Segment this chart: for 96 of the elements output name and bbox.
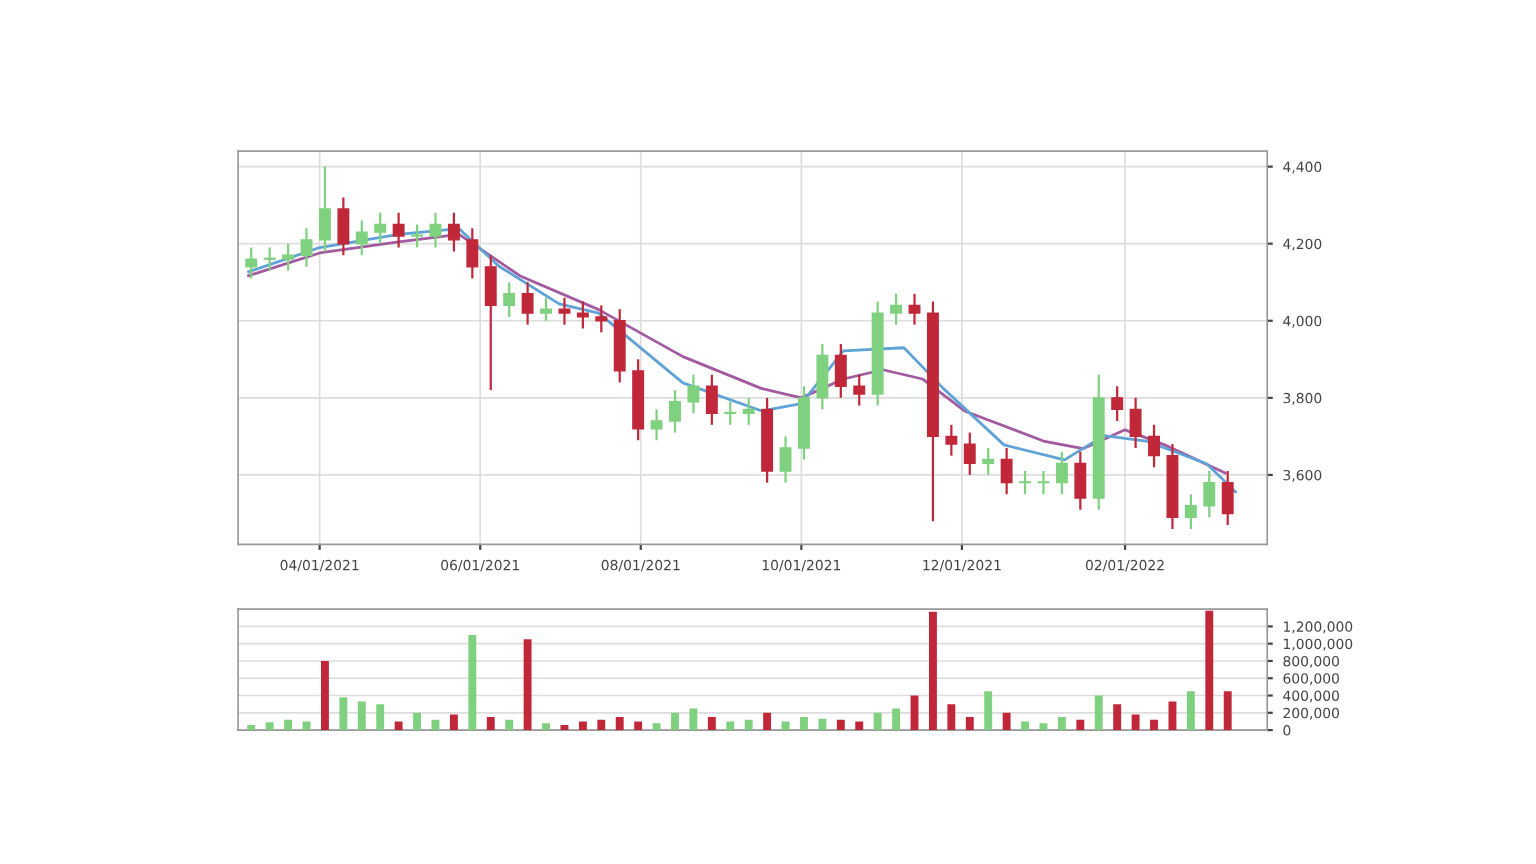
bar bbox=[1113, 704, 1122, 731]
bar bbox=[468, 635, 477, 731]
candlestick bbox=[834, 342, 847, 399]
candlestick bbox=[742, 396, 755, 426]
bar bbox=[1094, 695, 1103, 731]
bar bbox=[1205, 610, 1214, 731]
candlestick bbox=[724, 400, 737, 426]
candlestick bbox=[484, 254, 497, 392]
candlestick bbox=[300, 227, 313, 268]
candlestick bbox=[853, 373, 866, 407]
bar bbox=[357, 701, 366, 731]
candlestick bbox=[1019, 469, 1032, 496]
candlestick bbox=[1037, 469, 1050, 496]
candlestick bbox=[669, 389, 681, 434]
candlestick bbox=[263, 246, 276, 272]
bar bbox=[873, 712, 882, 731]
bar bbox=[449, 714, 458, 731]
bar bbox=[634, 721, 643, 731]
bar bbox=[1186, 691, 1195, 731]
candlestick bbox=[392, 211, 405, 249]
candlestick bbox=[318, 165, 331, 253]
bar bbox=[523, 639, 532, 731]
bar bbox=[339, 697, 348, 731]
bar bbox=[781, 721, 790, 731]
bar bbox=[615, 717, 624, 731]
candlestick bbox=[945, 423, 958, 457]
candlestick bbox=[245, 246, 258, 280]
candlestick bbox=[1221, 469, 1234, 527]
bar bbox=[505, 719, 514, 731]
bar bbox=[726, 721, 735, 731]
candlestick bbox=[429, 211, 442, 249]
candlestick bbox=[890, 292, 903, 326]
candlestick bbox=[1184, 493, 1197, 531]
candlestick bbox=[705, 373, 718, 426]
bar bbox=[744, 719, 753, 731]
candlestick bbox=[1129, 396, 1142, 450]
bar bbox=[671, 712, 679, 731]
candlestick bbox=[521, 281, 534, 326]
candlestick bbox=[576, 300, 589, 330]
candlestick bbox=[466, 227, 479, 280]
bar bbox=[947, 704, 956, 731]
candlestick bbox=[982, 446, 995, 477]
candlestick bbox=[374, 211, 387, 245]
candlestick bbox=[650, 408, 663, 442]
candlestick bbox=[411, 223, 424, 249]
candlestick bbox=[540, 296, 552, 322]
bar bbox=[247, 724, 256, 731]
candlestick bbox=[503, 281, 516, 319]
candlestick bbox=[447, 211, 460, 253]
bar bbox=[265, 722, 274, 731]
candlestick bbox=[1055, 450, 1068, 496]
candlestick bbox=[282, 242, 295, 272]
bar bbox=[394, 721, 403, 731]
bar bbox=[763, 712, 772, 731]
bar bbox=[1076, 719, 1085, 731]
bar bbox=[836, 719, 845, 731]
candlestick bbox=[337, 196, 350, 257]
candlestick bbox=[963, 431, 976, 477]
bar bbox=[1150, 719, 1158, 731]
bar bbox=[1002, 712, 1011, 731]
bar bbox=[284, 719, 293, 731]
candlestick bbox=[908, 292, 921, 326]
candlestick bbox=[1111, 385, 1124, 423]
candlestick bbox=[1074, 450, 1087, 511]
bar bbox=[302, 721, 311, 731]
candlestick bbox=[1000, 446, 1013, 496]
bar bbox=[818, 718, 827, 731]
bar bbox=[928, 611, 937, 731]
bar bbox=[1168, 701, 1177, 731]
candlestick bbox=[1148, 423, 1160, 469]
bar bbox=[652, 723, 661, 731]
candlestick bbox=[355, 219, 368, 257]
candlestick bbox=[595, 304, 608, 334]
bar bbox=[578, 721, 587, 731]
bar bbox=[320, 660, 329, 731]
candlestick bbox=[1203, 469, 1216, 519]
bar bbox=[1057, 717, 1066, 731]
bar bbox=[542, 723, 550, 731]
candlestick bbox=[687, 373, 700, 415]
bar bbox=[965, 717, 974, 731]
bar bbox=[376, 704, 385, 731]
bar bbox=[892, 708, 901, 731]
candlestick bbox=[816, 342, 829, 411]
bar bbox=[800, 717, 808, 731]
bar bbox=[984, 691, 993, 731]
bar bbox=[1223, 691, 1232, 731]
bar bbox=[707, 717, 716, 731]
bar bbox=[689, 708, 698, 731]
bar bbox=[855, 721, 864, 731]
bar bbox=[413, 712, 422, 731]
bar bbox=[486, 717, 495, 731]
candlestick bbox=[558, 296, 571, 326]
bar bbox=[1021, 721, 1029, 731]
bar bbox=[1131, 714, 1140, 731]
candlestick bbox=[779, 435, 792, 484]
bar bbox=[597, 719, 606, 731]
